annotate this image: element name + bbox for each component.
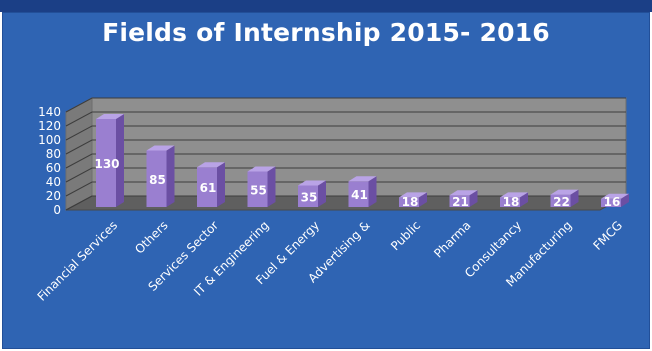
- data-label: 130: [94, 157, 119, 171]
- bar: [449, 195, 470, 207]
- bar-side: [116, 114, 124, 207]
- bar: [550, 194, 571, 207]
- data-label: 55: [250, 183, 267, 197]
- bar: [601, 198, 621, 207]
- bar-top: [348, 176, 377, 182]
- bar: [348, 181, 369, 207]
- x-tick-label: Others: [132, 218, 170, 256]
- bar-side: [419, 192, 427, 207]
- gridline: [65, 181, 626, 197]
- bar-top: [146, 145, 175, 151]
- data-label: 16: [604, 195, 621, 209]
- data-label: 18: [402, 195, 419, 209]
- y-tick-label: 40: [46, 175, 61, 189]
- gridline: [65, 195, 626, 211]
- bar-top: [601, 193, 629, 199]
- data-label: 61: [200, 181, 217, 195]
- data-label: 18: [503, 195, 520, 209]
- y-tick-label: 0: [53, 203, 61, 217]
- top-banner-strip: [0, 0, 652, 12]
- data-label: 21: [452, 195, 469, 209]
- bar: [96, 119, 116, 207]
- y-tick-label: 20: [46, 189, 61, 203]
- bar: [399, 197, 419, 207]
- bar-side: [520, 192, 528, 207]
- bar-side: [217, 162, 225, 207]
- chart-side-wall: [65, 97, 93, 211]
- gridline: [65, 97, 626, 113]
- gridline: [65, 139, 626, 155]
- bar-side: [621, 193, 629, 207]
- bar-top: [96, 114, 124, 119]
- bar-top: [197, 162, 225, 168]
- data-label: 22: [553, 195, 570, 209]
- gridline: [65, 153, 626, 169]
- bar-top: [298, 180, 326, 186]
- bar-top: [247, 166, 276, 172]
- bar-top: [550, 189, 579, 195]
- y-tick-label: 60: [46, 161, 61, 175]
- bar: [500, 197, 520, 207]
- y-tick-label: 140: [38, 105, 61, 119]
- bar-top: [399, 192, 427, 198]
- bar-side: [267, 166, 276, 207]
- bar: [247, 171, 268, 207]
- y-tick-label: 100: [38, 133, 61, 147]
- x-tick-label: Financial Services: [35, 218, 121, 304]
- bar-side: [166, 145, 175, 207]
- chart-title: Fields of Internship 2015- 2016: [102, 18, 550, 47]
- x-tick-label: FMCG: [591, 218, 626, 253]
- y-tick-label: 120: [38, 119, 61, 133]
- bar-side: [570, 189, 579, 207]
- bar: [146, 150, 167, 207]
- data-label: 85: [149, 173, 166, 187]
- bar-top: [500, 192, 528, 198]
- bar-side: [318, 180, 326, 207]
- bar: [197, 167, 217, 207]
- gridline: [65, 111, 626, 127]
- bar: [298, 185, 318, 207]
- gridline: [65, 125, 626, 141]
- data-label: 41: [351, 188, 368, 202]
- y-tick-label: 80: [46, 147, 61, 161]
- bar-side: [368, 176, 377, 207]
- x-tick-label: Public: [388, 218, 423, 253]
- x-tick-label: Pharma: [431, 218, 473, 260]
- gridline: [65, 167, 626, 183]
- bar-side: [469, 190, 478, 207]
- bar-top: [449, 190, 478, 196]
- data-label: 35: [301, 191, 318, 205]
